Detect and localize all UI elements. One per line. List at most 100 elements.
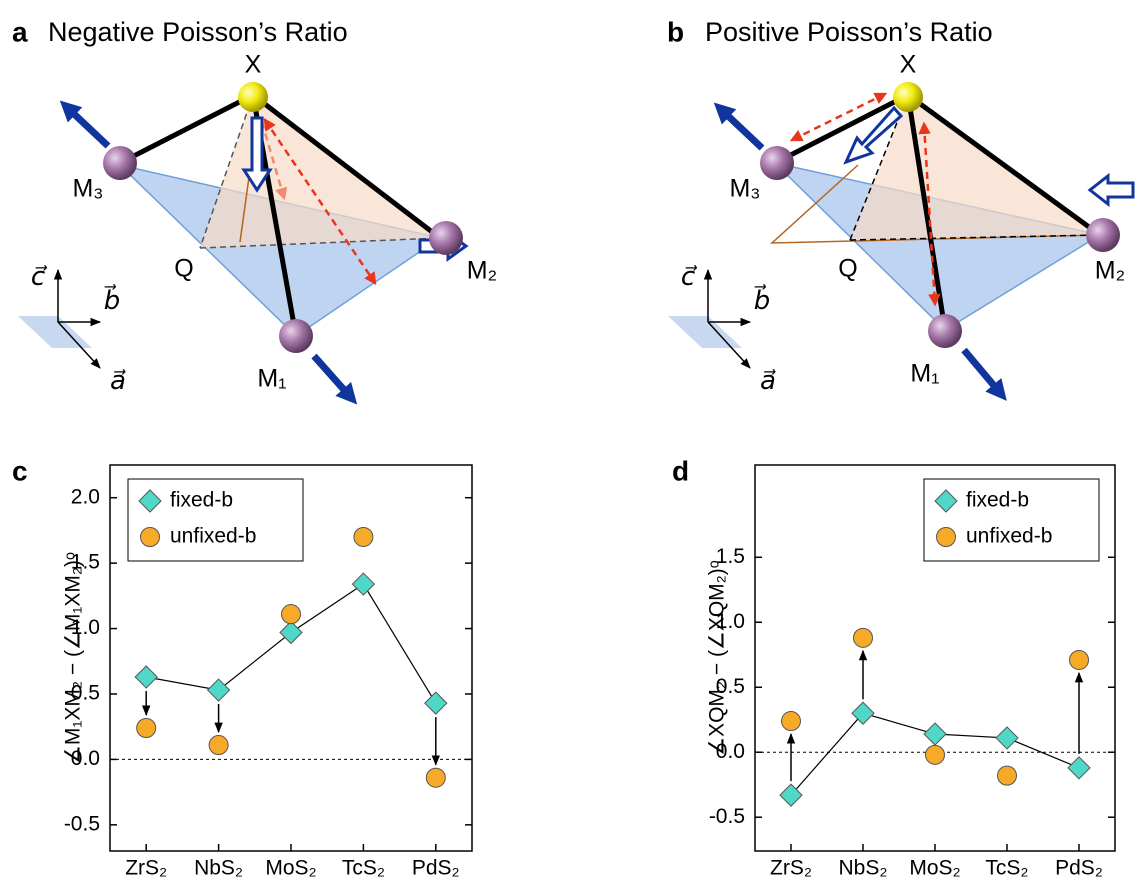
atom — [1086, 218, 1120, 252]
legend-label: unfixed-b — [966, 525, 1052, 548]
distance-arrow — [263, 117, 377, 286]
panel-letter: d — [672, 455, 689, 486]
x-tick-label: MoS₂ — [909, 857, 960, 878]
panel-letter: c — [12, 455, 28, 486]
axis-vector — [707, 321, 751, 369]
diamond-marker — [923, 722, 947, 746]
chart: d -0.5 0.0 0.5 1.0 1.5 ZrS₂ NbS₂ MoS₂ TcS₂ PdS₂ ∠XQ… — [672, 455, 1116, 878]
panel-b: b Positive Poisson’s Ratio X M₃ M₂ M₁ Q … — [667, 16, 1135, 401]
diamond-marker — [934, 489, 958, 513]
circle-marker — [925, 744, 945, 765]
atom — [279, 319, 313, 353]
dashed-edge — [849, 234, 1101, 241]
y-tick-label: 1.5 — [716, 545, 745, 568]
atom — [928, 314, 962, 348]
y-tick-label: 0.5 — [71, 682, 100, 705]
y-tick-label: -0.5 — [64, 812, 100, 835]
x-tick-label: TcS₂ — [342, 857, 385, 878]
circle-marker — [936, 527, 956, 547]
legend-label: fixed-b — [170, 489, 233, 512]
x-tick-label: TcS₂ — [985, 857, 1028, 878]
legend-label: fixed-b — [966, 489, 1029, 512]
dashed-edge — [199, 94, 254, 249]
axis-vector — [57, 321, 101, 369]
atom — [893, 82, 923, 112]
circle-marker — [281, 604, 301, 625]
diamond-marker — [138, 489, 162, 513]
circle-marker — [1069, 649, 1089, 670]
atom — [760, 146, 794, 180]
strain-arrow — [961, 347, 1007, 401]
legend-label: unfixed-b — [170, 525, 256, 548]
diamond-marker — [206, 678, 231, 702]
y-tick-label: -0.5 — [709, 805, 745, 828]
legend-box — [923, 478, 1100, 562]
distance-arrow — [260, 121, 288, 201]
x-tick-label: MoS₂ — [265, 857, 316, 878]
atom-label: M₃ — [729, 175, 760, 203]
bond — [118, 92, 255, 166]
circle-marker — [425, 767, 446, 788]
dashed-edge — [849, 94, 909, 241]
distance-arrow — [789, 92, 888, 142]
circle-marker — [136, 718, 157, 739]
panel-letter: b — [667, 16, 684, 47]
axes-plane — [668, 316, 742, 348]
panel-title: Positive Poisson’s Ratio — [705, 17, 993, 47]
projection-line — [239, 169, 251, 243]
circle-marker — [853, 627, 873, 648]
strain-arrow — [713, 102, 765, 151]
strain-arrow — [311, 353, 358, 405]
atom-label: M₁ — [910, 360, 939, 388]
chart: c -0.5 0.0 0.5 1.0 1.5 2.0 ZrS₂ NbS₂ MoS₂ TcS₂ PdS₂… — [12, 455, 473, 878]
axis-vector-label: c⃗ — [31, 261, 48, 291]
point-label: Q — [838, 255, 857, 283]
y-axis-label: ∠M₁XM₂ − (∠M₁XM₂)ᵒ — [62, 552, 85, 764]
y-axis-label: ∠XQM₂ − (∠XQM₂)ᵒ — [706, 560, 729, 756]
x-tick-label: PdS₂ — [412, 857, 460, 878]
y-tick-label: 1.0 — [71, 616, 100, 639]
panel-title: Negative Poisson’s Ratio — [48, 17, 348, 47]
legend-box — [127, 478, 304, 562]
atom-label: M₁ — [257, 365, 286, 393]
circle-marker — [208, 735, 229, 756]
atom — [103, 146, 137, 180]
axis-vector-label: c⃗ — [681, 261, 698, 291]
axes-plane — [18, 316, 92, 348]
atom — [429, 221, 463, 255]
strain-arrow — [59, 100, 111, 149]
y-tick-label: 2.0 — [71, 485, 100, 508]
x-tick-label: NbS₂ — [838, 857, 887, 878]
diamond-marker — [424, 691, 448, 715]
diamond-marker — [279, 620, 303, 645]
diamond-marker — [779, 783, 803, 807]
circle-marker — [781, 711, 801, 732]
diamond-marker — [351, 572, 376, 596]
diamond-marker — [995, 726, 1019, 750]
atom-label: X — [900, 51, 917, 79]
x-tick-label: NbS₂ — [194, 857, 243, 878]
atom-label: X — [245, 51, 262, 79]
diamond-marker — [134, 665, 158, 689]
upper-plane — [200, 95, 440, 248]
atom-label: M₃ — [72, 175, 103, 203]
hollow-arrow — [843, 105, 904, 165]
axis-vector-label: b⃗ — [104, 284, 121, 315]
circle-marker — [997, 765, 1017, 786]
axis-vector-label: a⃗ — [110, 365, 126, 395]
y-tick-label: 0.5 — [716, 675, 745, 698]
y-tick-label: 1.5 — [71, 551, 100, 574]
y-tick-label: 0.0 — [71, 747, 100, 770]
hollow-arrow — [241, 116, 273, 193]
distance-arrow — [918, 121, 941, 307]
axis-vector-label: a⃗ — [760, 365, 776, 395]
diamond-marker — [851, 701, 875, 725]
panel-a: a Negative Poisson’s Ratio X M₃ M₂ M₁ Q … — [12, 16, 498, 405]
bond — [906, 92, 1102, 238]
circle-marker — [140, 527, 160, 547]
point-label: Q — [174, 255, 193, 283]
diamond-marker — [1067, 756, 1091, 780]
atom-label: M₂ — [467, 257, 498, 285]
